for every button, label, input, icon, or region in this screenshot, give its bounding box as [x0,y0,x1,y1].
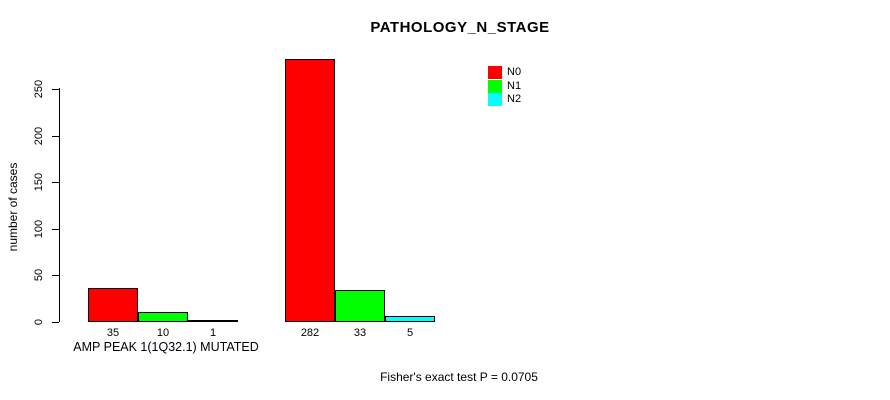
legend-label: N1 [507,79,522,92]
bar-value-label: 282 [300,327,320,339]
y-tick-mark [52,229,59,230]
legend-item-n0: N0 [488,66,521,80]
legend-swatch-green [488,79,502,93]
y-tick-label: 200 [33,126,45,146]
y-tick-mark [52,322,59,323]
y-tick-mark [52,275,59,276]
legend-swatch-red [488,66,502,80]
y-axis-line [59,88,60,322]
y-tick-mark [52,182,59,183]
bar-n1-group2 [335,290,385,322]
y-tick-mark [52,89,59,90]
legend-label: N2 [507,93,522,106]
legend-item-n2: N2 [488,93,521,107]
legend-label: N0 [507,66,522,79]
bar-value-label: 35 [106,327,120,339]
bar-n1-group1 [138,312,188,322]
bar-n2-group2 [385,316,435,322]
legend: N0 N1 N2 [488,66,521,107]
y-tick-label: 150 [33,172,45,192]
bar-n0-group1 [88,288,138,322]
bar-n0-group2 [285,59,335,322]
y-tick-mark [52,136,59,137]
y-tick-label: 50 [33,268,45,282]
y-axis-label: number of cases [6,162,20,252]
bar-n2-group1 [188,320,238,322]
bar-value-label: 5 [406,327,414,339]
legend-item-n1: N1 [488,79,522,94]
bar-value-label: 1 [209,327,217,339]
y-tick-label: 0 [33,318,45,326]
chart-title: PATHOLOGY_N_STAGE [370,19,550,36]
bar-value-label: 10 [156,327,170,339]
x-axis-group-label: AMP PEAK 1(1Q32.1) MUTATED [73,340,259,354]
legend-swatch-cyan [488,93,502,107]
bar-value-label: 33 [353,327,367,339]
fisher-test-caption: Fisher's exact test P = 0.0705 [380,370,538,384]
y-tick-label: 250 [33,79,45,99]
y-tick-label: 100 [33,219,45,239]
